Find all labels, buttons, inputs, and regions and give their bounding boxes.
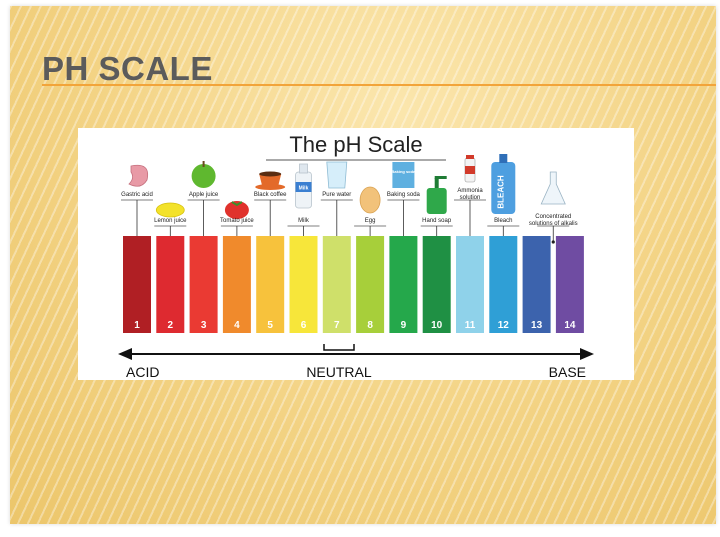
title-underline	[42, 84, 716, 86]
example-label: Tomato juice	[220, 218, 254, 224]
example-label: Milk	[298, 218, 310, 224]
ph-bar-9	[389, 236, 418, 333]
lemon-icon	[155, 202, 185, 218]
ph-bar-14	[555, 236, 584, 333]
ph-tick-label: 5	[267, 320, 273, 331]
connector-dot	[551, 240, 555, 244]
acid-label: ACID	[126, 364, 159, 380]
svg-text:Baking soda: Baking soda	[392, 169, 417, 174]
ph-tick-label: 7	[334, 320, 340, 331]
ph-bar-13	[522, 236, 551, 333]
ph-tick-label: 10	[431, 320, 443, 331]
example-label: Pure water	[322, 192, 351, 198]
bleach-bottle-icon: BLEACH	[491, 154, 516, 214]
example-icons: Milk Baking soda BLEACH	[128, 154, 566, 219]
ph-tick-label: 4	[234, 320, 240, 331]
ph-bar-6	[289, 236, 318, 333]
ph-tick-label: 13	[531, 320, 543, 331]
example-label: solution	[460, 195, 481, 201]
ph-tick-label: 6	[301, 320, 307, 331]
baking-soda-box-icon: Baking soda	[392, 162, 417, 188]
chart-title: The pH Scale	[289, 132, 422, 157]
example-label: Bleach	[494, 218, 512, 224]
ph-bar-8	[356, 236, 385, 333]
ammonia-bottle-icon	[464, 155, 476, 183]
ph-bar-12	[489, 236, 518, 333]
svg-text:BLEACH: BLEACH	[496, 175, 505, 209]
example-label: Gastric acid	[121, 192, 153, 198]
example-label: Apple juice	[189, 192, 219, 198]
acid-base-arrow	[118, 344, 594, 360]
stomach-icon	[128, 164, 149, 187]
ph-bar-4	[222, 236, 251, 333]
flask-icon	[540, 171, 566, 205]
ph-bar-10	[422, 236, 451, 333]
base-label: BASE	[549, 364, 586, 380]
example-label: Concentrated	[535, 214, 571, 220]
ph-tick-labels: 1 2 3 4 5 6 7 8 9 10 11 12 13 14	[134, 320, 576, 331]
slide: PH SCALE The pH Scale Milk Baking soda BLE…	[10, 6, 716, 524]
ph-bar-2	[156, 236, 185, 333]
example-label: Egg	[365, 218, 376, 224]
ph-tick-label: 8	[367, 320, 373, 331]
egg-icon	[359, 186, 381, 214]
milk-bottle-icon: Milk	[295, 163, 312, 209]
ph-scale-chart: The pH Scale Milk Baking soda BLEACH Gastr…	[118, 132, 594, 380]
apple-icon	[191, 161, 216, 188]
ph-tick-label: 9	[401, 320, 407, 331]
ph-bar-5	[256, 236, 285, 333]
ph-bars	[123, 236, 584, 333]
ph-tick-label: 11	[465, 320, 476, 331]
tomato-icon	[224, 201, 249, 219]
ph-scale-figure: The pH Scale Milk Baking soda BLEACH Gastr…	[78, 128, 634, 380]
ph-bar-3	[189, 236, 218, 333]
ph-bar-7	[322, 236, 351, 333]
example-label: Baking soda	[387, 192, 421, 198]
example-label: Ammonia	[457, 188, 483, 194]
svg-text:Milk: Milk	[299, 186, 309, 192]
ph-tick-label: 12	[498, 320, 510, 331]
coffee-cup-icon	[255, 171, 286, 190]
example-label: Black coffee	[254, 192, 287, 198]
example-label: Lemon juice	[154, 218, 187, 224]
ph-bar-11	[456, 236, 484, 333]
neutral-label: NEUTRAL	[306, 364, 372, 380]
example-label: Hand soap	[422, 218, 452, 224]
example-labels: Gastric acid Lemon juice Apple juice Tomato…	[121, 188, 578, 244]
example-label: solutions of alkalis	[529, 221, 578, 227]
ph-bar-1	[123, 236, 151, 333]
ph-tick-label: 3	[201, 320, 207, 331]
ph-tick-label: 2	[168, 320, 174, 331]
ph-tick-label: 14	[564, 320, 576, 331]
slide-title: PH SCALE	[42, 50, 213, 87]
water-glass-icon	[326, 161, 348, 189]
soap-dispenser-icon	[426, 176, 447, 214]
ph-tick-label: 1	[134, 320, 140, 331]
